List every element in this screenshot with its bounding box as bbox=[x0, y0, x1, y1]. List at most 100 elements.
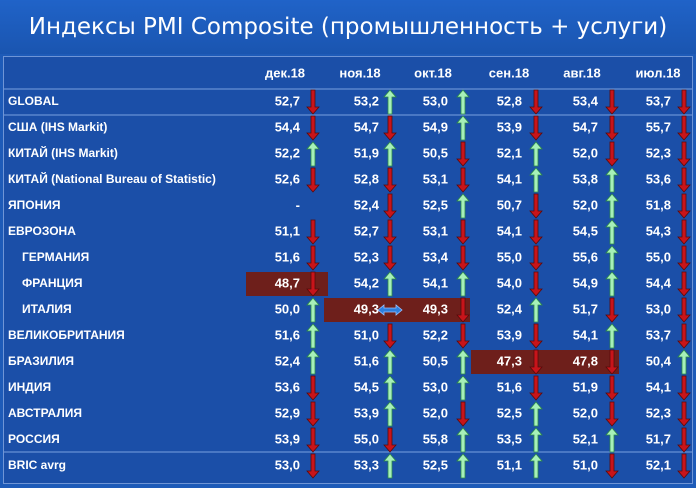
down-arrow-icon bbox=[605, 89, 619, 115]
value-cell: 53,3 bbox=[354, 457, 379, 472]
highlight-cell bbox=[471, 350, 544, 374]
value-cell: 51,6 bbox=[275, 249, 300, 264]
down-arrow-icon bbox=[677, 427, 691, 453]
highlight-cell bbox=[396, 298, 470, 322]
value-cell: 55,6 bbox=[573, 249, 598, 264]
row-label: ВЕЛИКОБРИТАНИЯ bbox=[8, 328, 125, 342]
page-title: Индексы PMI Composite (промышленность + … bbox=[28, 14, 668, 40]
down-arrow-icon bbox=[605, 141, 619, 167]
value-cell: 54,7 bbox=[573, 119, 598, 134]
row-label: ЕВРОЗОНА bbox=[8, 224, 76, 238]
down-arrow-icon bbox=[383, 219, 397, 245]
value-cell: 49,3 bbox=[354, 301, 379, 316]
up-arrow-icon bbox=[456, 115, 470, 141]
value-cell: 55,7 bbox=[646, 119, 671, 134]
value-cell: 51,0 bbox=[354, 327, 379, 342]
up-arrow-icon bbox=[383, 271, 397, 297]
column-header: дек.18 bbox=[265, 65, 305, 80]
down-arrow-icon bbox=[677, 89, 691, 115]
down-arrow-icon bbox=[456, 323, 470, 349]
down-arrow-icon bbox=[456, 141, 470, 167]
row-label: КИТАЙ (IHS Markit) bbox=[8, 145, 118, 160]
row-label: АВСТРАЛИЯ bbox=[8, 406, 82, 420]
value-cell: 52,1 bbox=[573, 431, 598, 446]
down-arrow-icon bbox=[605, 297, 619, 323]
up-arrow-icon bbox=[529, 427, 543, 453]
down-arrow-icon bbox=[677, 297, 691, 323]
value-cell: 53,6 bbox=[646, 171, 671, 186]
down-arrow-icon bbox=[306, 271, 320, 297]
down-arrow-icon bbox=[529, 245, 543, 271]
down-arrow-icon bbox=[306, 453, 320, 479]
down-arrow-icon bbox=[677, 453, 691, 479]
value-cell: 51,9 bbox=[573, 379, 598, 394]
value-cell: 50,7 bbox=[497, 197, 522, 212]
value-cell: 52,5 bbox=[497, 405, 522, 420]
down-arrow-icon bbox=[605, 349, 619, 375]
down-arrow-icon bbox=[456, 219, 470, 245]
value-cell: 51,1 bbox=[275, 223, 300, 238]
row-label: ФРАНЦИЯ bbox=[22, 276, 83, 290]
value-cell: 54,1 bbox=[423, 275, 448, 290]
up-arrow-icon bbox=[383, 349, 397, 375]
value-cell: 50,5 bbox=[423, 353, 448, 368]
down-arrow-icon bbox=[306, 115, 320, 141]
row-label: ИНДИЯ bbox=[8, 380, 51, 394]
up-arrow-icon bbox=[605, 271, 619, 297]
value-cell: 52,4 bbox=[497, 301, 523, 316]
value-cell: 52,6 bbox=[275, 171, 300, 186]
value-cell: 51,6 bbox=[354, 353, 379, 368]
value-cell: 51,7 bbox=[573, 301, 598, 316]
up-arrow-icon bbox=[306, 349, 320, 375]
down-arrow-icon bbox=[529, 193, 543, 219]
value-cell: 55,0 bbox=[646, 249, 671, 264]
value-cell: 51,8 bbox=[646, 197, 671, 212]
value-cell: 53,9 bbox=[354, 405, 379, 420]
value-cell: 51,6 bbox=[275, 327, 300, 342]
value-cell: 52,3 bbox=[646, 145, 671, 160]
down-arrow-icon bbox=[383, 193, 397, 219]
down-arrow-icon bbox=[383, 167, 397, 193]
value-cell: 53,1 bbox=[423, 223, 448, 238]
value-cell: 52,8 bbox=[497, 93, 522, 108]
pmi-table-panel: дек.18 ноя.18 окт.18 сен.18 авг.18 июл.18 GLOB… bbox=[3, 56, 693, 484]
value-cell: 52,5 bbox=[423, 457, 448, 472]
pmi-table: дек.18 ноя.18 окт.18 сен.18 авг.18 июл.18 GLOB… bbox=[4, 65, 692, 479]
value-cell: 53,0 bbox=[423, 93, 448, 108]
row-label: БРАЗИЛИЯ bbox=[8, 354, 74, 368]
down-arrow-icon bbox=[677, 271, 691, 297]
value-cell: 51,6 bbox=[497, 379, 522, 394]
value-cell: 48,7 bbox=[275, 275, 300, 290]
value-cell: 52,1 bbox=[497, 145, 522, 160]
value-cell: 52,4 bbox=[354, 197, 380, 212]
up-arrow-icon bbox=[456, 375, 470, 401]
up-arrow-icon bbox=[306, 297, 320, 323]
value-cell: 51,7 bbox=[646, 431, 671, 446]
row-label: GLOBAL bbox=[8, 94, 59, 108]
value-cell: 52,8 bbox=[354, 171, 379, 186]
value-cell: 47,8 bbox=[573, 353, 598, 368]
row-label: РОССИЯ bbox=[8, 432, 60, 446]
up-arrow-icon bbox=[529, 141, 543, 167]
value-cell: 54,9 bbox=[423, 119, 448, 134]
value-cell: 52,0 bbox=[573, 405, 598, 420]
down-arrow-icon bbox=[529, 89, 543, 115]
down-arrow-icon bbox=[677, 245, 691, 271]
value-cell: 52,2 bbox=[275, 145, 300, 160]
value-cell: 54,4 bbox=[646, 275, 672, 290]
up-arrow-icon bbox=[677, 349, 691, 375]
down-arrow-icon bbox=[306, 245, 320, 271]
value-cell: 50,5 bbox=[423, 145, 448, 160]
up-arrow-icon bbox=[383, 89, 397, 115]
down-arrow-icon bbox=[306, 219, 320, 245]
value-cell: 53,0 bbox=[646, 301, 671, 316]
highlight-cell bbox=[544, 350, 619, 374]
down-arrow-icon bbox=[456, 167, 470, 193]
down-arrow-icon bbox=[529, 219, 543, 245]
row-label: ЯПОНИЯ bbox=[8, 198, 61, 212]
value-cell: 53,0 bbox=[423, 379, 448, 394]
down-arrow-icon bbox=[677, 167, 691, 193]
value-cell: 53,6 bbox=[275, 379, 300, 394]
column-header: окт.18 bbox=[414, 65, 452, 80]
up-arrow-icon bbox=[605, 245, 619, 271]
